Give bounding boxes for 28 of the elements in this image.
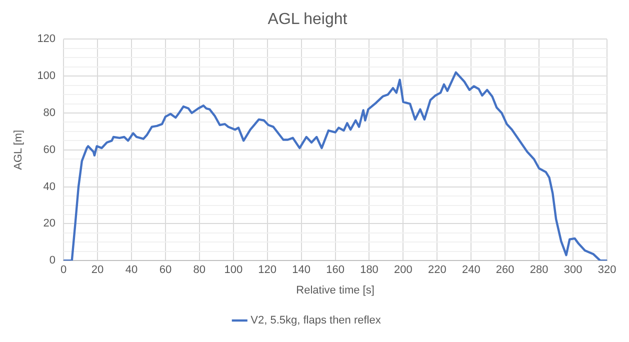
y-tick-label: 40 bbox=[43, 180, 56, 193]
x-tick-label: 60 bbox=[159, 264, 172, 276]
x-tick-label: 220 bbox=[428, 264, 446, 276]
y-tick-label: 80 bbox=[43, 107, 56, 120]
legend-label: V2, 5.5kg, flaps then reflex bbox=[250, 314, 382, 327]
x-tick-label: 120 bbox=[258, 264, 277, 276]
x-tick-label: 160 bbox=[326, 264, 344, 276]
chart-title: AGL height bbox=[268, 11, 348, 28]
y-tick-label: 0 bbox=[49, 254, 56, 267]
y-tick-label: 120 bbox=[37, 33, 56, 46]
y-tick-label: 20 bbox=[43, 218, 56, 230]
x-tick-label: 240 bbox=[462, 264, 480, 276]
x-tick-label: 80 bbox=[193, 264, 206, 276]
x-axis-title: Relative time [s] bbox=[296, 284, 374, 296]
x-tick-label: 40 bbox=[125, 264, 138, 276]
x-tick-label: 200 bbox=[394, 264, 412, 276]
y-axis-title: AGL [m] bbox=[12, 130, 25, 170]
x-tick-label: 280 bbox=[530, 264, 548, 276]
x-tick-label: 0 bbox=[60, 264, 67, 276]
x-tick-label: 20 bbox=[91, 264, 104, 276]
y-tick-label: 100 bbox=[37, 70, 56, 82]
x-tick-label: 140 bbox=[292, 264, 310, 276]
x-tick-label: 300 bbox=[564, 264, 582, 276]
x-tick-label: 100 bbox=[224, 264, 243, 276]
x-tick-label: 320 bbox=[598, 264, 616, 276]
y-tick-label: 60 bbox=[43, 144, 56, 156]
x-tick-label: 180 bbox=[360, 264, 378, 276]
x-tick-label: 260 bbox=[496, 264, 514, 276]
